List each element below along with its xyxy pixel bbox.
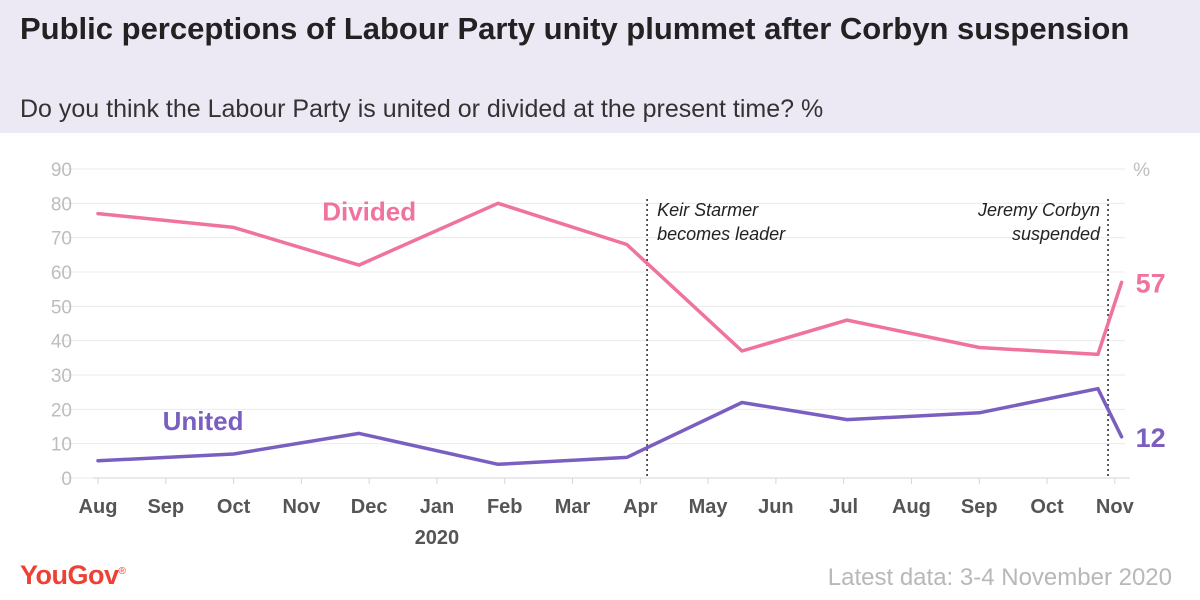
y-tick-label: 50 (51, 297, 72, 318)
x-tick-label: Apr (623, 496, 658, 518)
event-annotation-label: Jeremy Corbyn (977, 200, 1100, 220)
y-tick-label: 40 (51, 332, 72, 353)
x-tick-label: Aug (892, 496, 931, 518)
series-label-divided: Divided (322, 197, 416, 227)
y-tick-label: 60 (51, 263, 72, 284)
x-tick-label: Feb (487, 496, 523, 518)
year-label: 2020 (415, 527, 460, 545)
y-unit-label: % (1133, 160, 1150, 181)
event-annotation-label: Keir Starmer (657, 200, 759, 220)
x-tick-label: Nov (282, 496, 321, 518)
series-label-united: United (163, 406, 244, 436)
x-tick-label: Jan (420, 496, 454, 518)
y-tick-label: 30 (51, 366, 72, 387)
x-tick-label: Oct (1030, 496, 1064, 518)
event-annotation-label: becomes leader (657, 224, 786, 244)
line-chart: 0 10 20 30 40 50 60 70 80 90 % Aug Sep Oct Nov Dec Jan Fe… (51, 160, 1166, 545)
yougov-logo: YouGov® (20, 560, 126, 590)
y-tick-label: 80 (51, 194, 72, 215)
chart-subtitle: Do you think the Labour Party is united … (20, 95, 824, 123)
x-tick-label: Dec (351, 496, 388, 518)
chart-title: Public perceptions of Labour Party unity… (20, 11, 1130, 46)
y-tick-label: 70 (51, 229, 72, 250)
event-annotation-label: suspended (1012, 224, 1101, 244)
x-tick-label: Jun (758, 496, 794, 518)
x-tick-label: Sep (147, 496, 184, 518)
x-tick-label: May (689, 496, 729, 518)
end-value-label-divided: 57 (1136, 268, 1166, 298)
header-band: Public perceptions of Labour Party unity… (0, 0, 1200, 133)
x-tick-label: Mar (555, 496, 591, 518)
series-line-united (96, 386, 1124, 467)
x-tick-label: Oct (217, 496, 251, 518)
series-line-divided (96, 201, 1124, 357)
y-tick-label: 10 (51, 435, 72, 456)
end-value-label-united: 12 (1136, 423, 1166, 453)
y-tick-label: 20 (51, 400, 72, 421)
x-tick-label: Nov (1096, 496, 1135, 518)
source-note: Latest data: 3-4 November 2020 (827, 564, 1172, 591)
y-tick-label: 0 (61, 469, 72, 490)
x-tick-label: Jul (829, 496, 858, 518)
y-tick-label: 90 (51, 160, 72, 181)
x-tick-label: Aug (79, 496, 118, 518)
x-tick-label: Sep (961, 496, 998, 518)
